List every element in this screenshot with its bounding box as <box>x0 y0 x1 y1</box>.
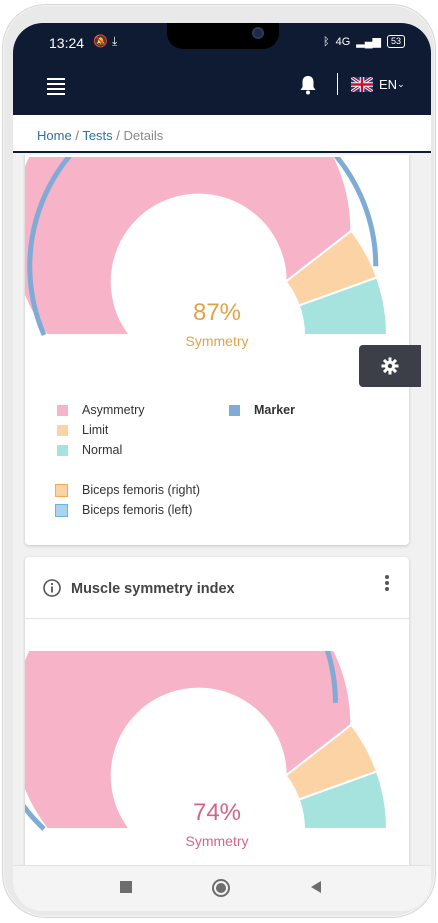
language-code: EN <box>379 77 398 92</box>
legend-marker-label: Marker <box>254 403 295 417</box>
legend-asymmetry-label: Asymmetry <box>82 403 145 417</box>
status-right: ᛒ 4G ▂▄▆ 53 <box>323 35 405 48</box>
battery-icon: 53 <box>386 35 405 48</box>
legend-normal-label: Normal <box>82 443 123 457</box>
phone-frame: 13:24 🔕⤓ ᛒ 4G ▂▄▆ 53 <box>2 4 436 918</box>
recents-icon[interactable] <box>119 880 133 894</box>
content-area[interactable]: 87% Symmetry Asymmetry Marker Limit Norm… <box>13 155 431 865</box>
signal-icon: ▂▄▆ <box>356 36 381 48</box>
info-icon[interactable] <box>43 579 61 597</box>
gear-icon <box>381 357 399 375</box>
legend-right: Biceps femoris (right) <box>55 483 200 497</box>
legend-marker: Marker <box>229 403 295 417</box>
hamburger-icon[interactable] <box>47 78 65 95</box>
legend-right-label: Biceps femoris (right) <box>82 483 201 497</box>
gauge2-segment-asymmetry <box>25 651 353 830</box>
symmetry-percent: 87% <box>192 299 242 326</box>
gauge1-segment-normal <box>297 276 389 336</box>
bell-icon[interactable] <box>299 75 317 95</box>
settings-button[interactable] <box>359 345 421 387</box>
breadcrumb-separator: / <box>75 128 79 143</box>
legend-left: Biceps femoris (left) <box>55 503 192 517</box>
marker-swatch <box>229 404 240 416</box>
limit-swatch <box>57 424 68 436</box>
gauge1-marker-arc <box>27 157 379 336</box>
system-nav-bar <box>13 865 431 911</box>
muscle-symmetry-percent: 74% <box>192 799 242 826</box>
network-label: 4G <box>335 35 351 48</box>
gauge2-segment-normal <box>297 770 389 830</box>
kebab-icon[interactable] <box>385 575 391 593</box>
symmetry-card: 87% Symmetry Asymmetry Marker Limit Norm… <box>25 155 409 545</box>
muscle-symmetry-label: Symmetry <box>185 833 249 849</box>
chevron-down-icon: ⌄ <box>397 79 405 89</box>
right-swatch <box>55 483 68 497</box>
language-selector[interactable]: EN⌄ <box>379 77 405 92</box>
home-icon[interactable] <box>211 878 231 898</box>
muscle-symmetry-gauge <box>25 651 389 831</box>
gauge1-segment-asymmetry <box>25 157 353 336</box>
card-header: Muscle symmetry index <box>25 557 409 619</box>
status-icons: 🔕⤓ <box>93 34 122 48</box>
normal-swatch <box>57 444 68 456</box>
symmetry-label: Symmetry <box>185 333 249 349</box>
symmetry-gauge <box>25 157 389 336</box>
camera-icon <box>252 27 264 39</box>
legend-asymmetry: Asymmetry <box>57 403 145 417</box>
legend-limit-label: Limit <box>82 423 109 437</box>
app-bar: EN⌄ <box>13 59 431 115</box>
status-time: 13:24 <box>49 35 85 51</box>
screen: 13:24 🔕⤓ ᛒ 4G ▂▄▆ 53 <box>13 23 431 911</box>
breadcrumb-home[interactable]: Home <box>37 128 72 143</box>
bluetooth-icon: ᛒ <box>322 35 330 48</box>
card-title: Muscle symmetry index <box>71 581 235 597</box>
divider <box>337 73 338 95</box>
legend-normal: Normal <box>57 443 122 457</box>
breadcrumb-current: Details <box>123 128 164 143</box>
muscle-symmetry-card: Muscle symmetry index 74% Symmetry <box>25 557 409 865</box>
legend-left-label: Biceps femoris (left) <box>82 503 193 517</box>
breadcrumb-separator: / <box>116 128 120 143</box>
uk-flag-icon[interactable] <box>351 77 373 92</box>
breadcrumb-tests[interactable]: Tests <box>82 128 113 143</box>
left-swatch <box>55 503 68 517</box>
legend-limit: Limit <box>57 423 108 437</box>
status-bar: 13:24 🔕⤓ ᛒ 4G ▂▄▆ 53 <box>13 23 431 59</box>
asymmetry-swatch <box>57 404 68 416</box>
breadcrumb: Home / Tests / Details <box>13 115 431 153</box>
back-icon[interactable] <box>309 880 323 894</box>
